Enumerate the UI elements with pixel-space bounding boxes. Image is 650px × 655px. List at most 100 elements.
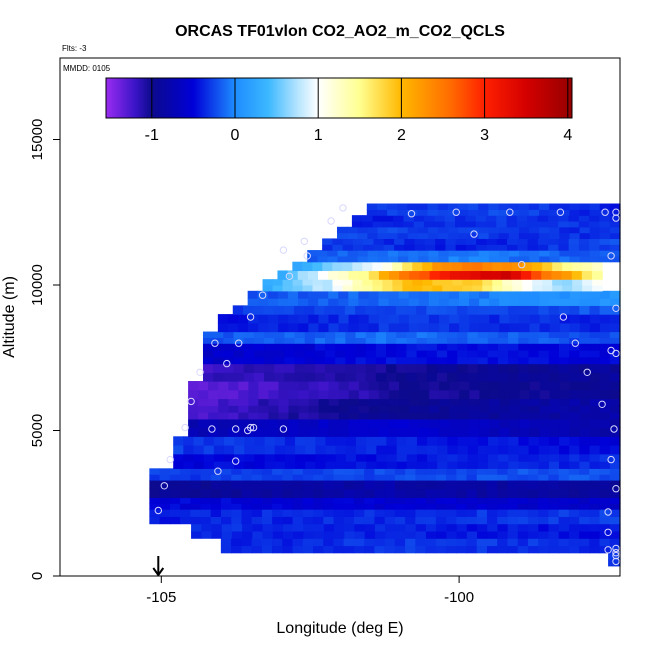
heatmap-cell — [220, 488, 232, 499]
heatmap-cell — [258, 398, 270, 406]
heatmap-cell — [183, 461, 195, 469]
sample-point — [303, 252, 311, 260]
heatmap-cell — [272, 503, 283, 510]
heatmap-cell — [335, 349, 346, 358]
heatmap-cell — [438, 232, 449, 240]
heatmap-cell — [227, 322, 239, 333]
colorbar-tick-label: 1 — [314, 127, 323, 144]
heatmap-cell — [348, 405, 360, 413]
heatmap-cell — [405, 503, 416, 510]
heatmap-cell — [499, 298, 510, 306]
heatmap-cell — [200, 488, 212, 499]
heatmap-cell — [282, 538, 294, 547]
heatmap-cell — [558, 530, 570, 539]
heatmap-cell — [486, 503, 498, 510]
heatmap-cell — [589, 255, 601, 263]
heatmap-cell — [568, 503, 580, 510]
heatmap-cell — [355, 372, 367, 382]
sample-point — [223, 359, 231, 368]
heatmap-cell — [449, 412, 460, 420]
heatmap-cell — [519, 298, 531, 306]
heatmap-cell — [358, 270, 370, 280]
heatmap-cell — [579, 398, 591, 406]
heatmap-cell — [228, 389, 239, 400]
heatmap-cell — [272, 468, 283, 475]
heatmap-cell — [507, 503, 519, 510]
x-axis: -105 -100 — [146, 576, 474, 606]
heatmap-cell — [149, 509, 161, 517]
heatmap-cell — [529, 418, 541, 429]
heatmap-cell — [419, 389, 430, 400]
heatmap-cell — [452, 261, 463, 272]
heatmap-cell — [324, 305, 336, 315]
heatmap-cell — [529, 226, 540, 234]
heatmap-cell — [368, 290, 380, 299]
heatmap-cell — [489, 398, 501, 406]
heatmap-cell — [312, 284, 324, 292]
heatmap-cell — [190, 497, 202, 504]
heatmap-cell — [472, 261, 483, 272]
heatmap-cell — [335, 453, 347, 462]
heatmap-cell — [579, 412, 591, 420]
heatmap-cell — [487, 523, 499, 532]
heatmap-cell — [435, 479, 447, 490]
heatmap-cell — [231, 538, 242, 547]
heatmap-cell — [517, 497, 529, 504]
heatmap-cell — [426, 343, 438, 351]
heatmap-cell — [252, 523, 264, 532]
heatmap-cell — [422, 284, 433, 292]
heatmap-cell — [467, 331, 479, 338]
heatmap-cell — [455, 238, 467, 245]
heatmap-cell — [392, 261, 403, 272]
heatmap-cell — [559, 226, 571, 234]
heatmap-cell — [559, 322, 571, 333]
flights-note: Flts: -3 — [62, 44, 87, 53]
heatmap-cell — [599, 331, 611, 338]
heatmap-cell — [201, 530, 213, 539]
heatmap-cell — [492, 279, 503, 286]
heatmap-cell — [218, 418, 229, 429]
heatmap-cell — [399, 381, 410, 391]
heatmap-cell — [396, 453, 408, 462]
heatmap-cell — [388, 381, 400, 391]
heatmap-cell — [449, 389, 460, 400]
heatmap-cell — [548, 516, 560, 525]
heatmap-cell — [479, 412, 491, 420]
heatmap-cell — [509, 389, 521, 400]
heatmap-cell — [436, 372, 448, 382]
heatmap-cell — [456, 474, 468, 481]
heatmap-cell — [323, 516, 335, 525]
heatmap-cell — [149, 497, 161, 504]
heatmap-cell — [497, 488, 509, 499]
heatmap-cell — [261, 503, 273, 510]
heatmap-cell — [188, 427, 199, 437]
heatmap-cell — [203, 445, 215, 455]
heatmap-cell — [496, 238, 508, 245]
sample-point — [211, 339, 219, 347]
heatmap-cell — [549, 232, 560, 240]
heatmap-cell — [509, 250, 520, 257]
heatmap-cell — [538, 372, 550, 382]
heatmap-cell — [408, 298, 420, 306]
heatmap-cell — [609, 468, 621, 475]
heatmap-cell — [538, 488, 549, 499]
heatmap-cell — [347, 250, 359, 257]
sample-points — [154, 204, 620, 566]
heatmap-cell — [302, 538, 314, 547]
heatmap-cell — [258, 322, 269, 333]
heatmap-cell — [353, 545, 365, 554]
heatmap-cell — [313, 474, 324, 481]
heatmap-cell — [334, 530, 345, 539]
heatmap-cell — [487, 372, 499, 382]
heatmap-cell — [238, 389, 249, 400]
heatmap-cell — [518, 209, 530, 216]
heatmap-cell — [479, 418, 491, 429]
heatmap-cell — [517, 523, 529, 532]
heatmap-cell — [436, 349, 448, 358]
heatmap-cell — [589, 453, 601, 462]
heatmap-cell — [609, 209, 621, 216]
heatmap-cell — [589, 372, 601, 382]
heatmap-cell — [415, 523, 427, 532]
heatmap-cell — [428, 322, 440, 333]
heatmap-cell — [568, 468, 580, 475]
